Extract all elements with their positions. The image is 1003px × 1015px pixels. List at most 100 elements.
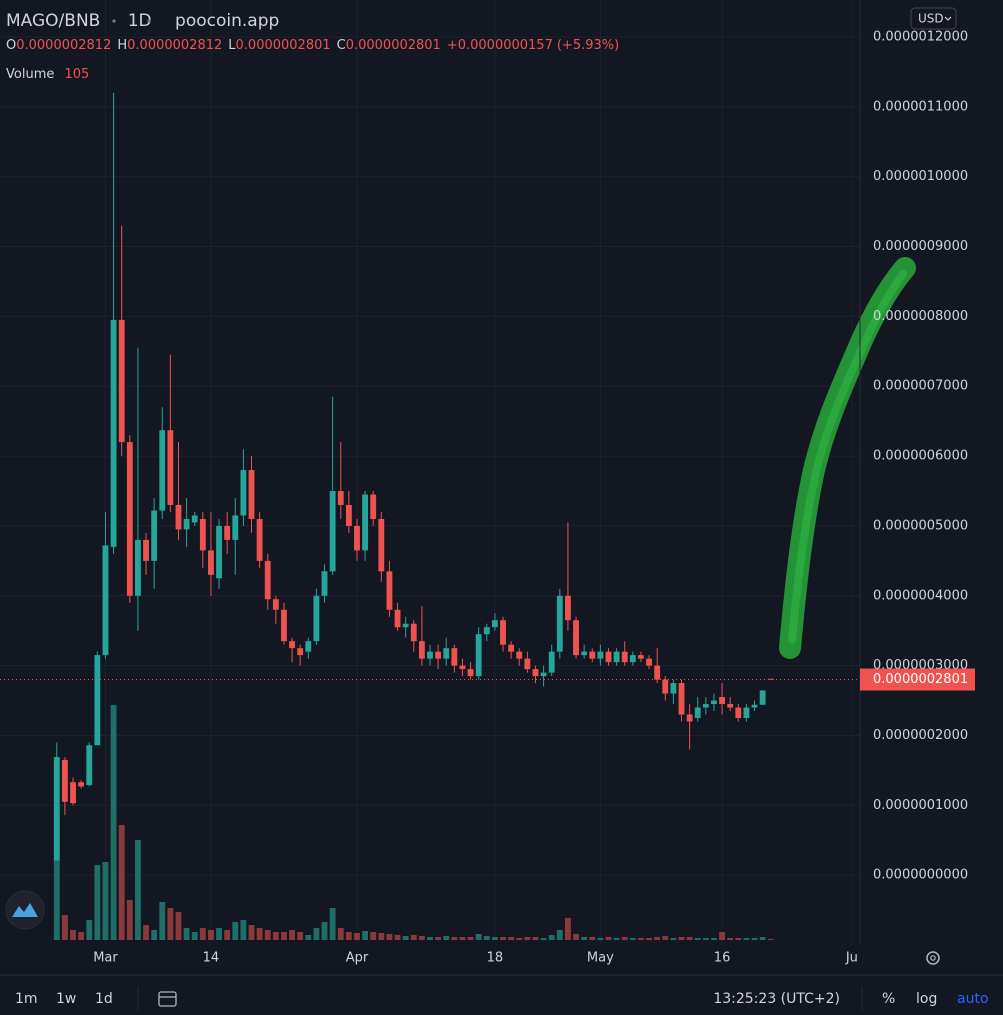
candle-body [605, 651, 612, 663]
candle-body [118, 319, 125, 443]
volume-bar [272, 932, 279, 940]
candle-body [613, 651, 620, 663]
candle-body [281, 609, 287, 642]
candle-body [159, 430, 166, 511]
volume-bar [240, 920, 247, 940]
volume-bar [678, 937, 685, 940]
date-range-button[interactable] [158, 991, 177, 1007]
currency-label[interactable]: USD [918, 12, 944, 26]
percent-toggle[interactable]: % [882, 991, 895, 1007]
candle-body [362, 494, 369, 551]
y-tick-label: 0.0000011000 [873, 99, 968, 114]
volume-bar [386, 934, 393, 940]
candle-body [483, 627, 490, 635]
ohlc-value: 0.0000002812 [16, 38, 111, 53]
volume-bar [86, 920, 93, 940]
volume-bar [524, 937, 531, 940]
candle-body [264, 560, 271, 600]
volume-bar [759, 937, 766, 940]
auto-toggle[interactable]: auto [957, 991, 989, 1007]
volume-bar [394, 935, 401, 940]
x-tick-label: 16 [714, 951, 731, 966]
candle-body [524, 658, 531, 670]
y-tick-label: 0.0000001000 [873, 798, 968, 813]
volume-bar [102, 862, 109, 940]
volume-bar [435, 937, 442, 940]
volume-bar [378, 933, 385, 940]
candle-body [435, 651, 442, 659]
volume-bar [451, 937, 458, 940]
volume-bar [135, 840, 141, 940]
volume-bar [289, 930, 295, 940]
candle-body [638, 655, 644, 659]
volume-bar [321, 922, 328, 940]
candle-body [767, 678, 774, 680]
volume-bar [256, 928, 263, 940]
interval-button[interactable]: 1d [95, 991, 113, 1007]
volume-bar [654, 937, 661, 940]
candle-body [597, 651, 604, 659]
volume-bar [410, 935, 417, 940]
x-tick-label: Mar [93, 951, 118, 966]
candle-body [694, 707, 701, 719]
candle-body [370, 494, 377, 519]
candle-body [94, 655, 101, 746]
log-toggle[interactable]: log [916, 991, 937, 1007]
candle-body [743, 707, 750, 719]
volume-bar [248, 925, 255, 940]
y-tick-label: 0.0000000000 [873, 868, 968, 883]
change-percent: (+5.93%) [557, 38, 619, 53]
candle-body [61, 759, 68, 802]
candle-body [208, 550, 214, 575]
candle-body [321, 571, 328, 596]
legend-volume: Volume 105 [6, 67, 89, 82]
interval-button[interactable]: 1m [15, 991, 38, 1007]
volume-value: 105 [65, 67, 90, 82]
volume-bar [751, 938, 758, 940]
volume-bar [70, 930, 76, 940]
volume-bar [418, 936, 425, 940]
candle-body [646, 658, 652, 666]
separator [147, 19, 151, 23]
volume-bar [694, 938, 701, 940]
candle-body [86, 745, 93, 786]
volume-bar [329, 908, 336, 940]
volume-bar [159, 902, 166, 940]
volume-bar [459, 937, 466, 940]
symbol: MAGO/BNB [6, 11, 100, 31]
candle-body [540, 672, 547, 677]
volume-bar [167, 908, 174, 940]
volume-bar [118, 825, 125, 940]
currency-button[interactable] [910, 7, 957, 30]
candle-body [654, 665, 661, 680]
logo[interactable] [5, 890, 45, 930]
volume-bar [175, 912, 182, 940]
candle-body [183, 518, 190, 530]
volume-bar [629, 938, 636, 940]
volume-bar [126, 900, 133, 940]
candle-body [102, 545, 109, 656]
candle-body [727, 704, 734, 708]
volume-bar [427, 937, 433, 940]
settings-button[interactable] [926, 951, 940, 965]
candle-body [256, 518, 263, 561]
volume-bar [556, 930, 563, 940]
y-tick-label: 0.0000008000 [873, 309, 968, 324]
interval-button[interactable]: 1w [56, 991, 76, 1007]
candle-body [175, 504, 182, 530]
candle-body [110, 319, 117, 547]
volume-bar [581, 937, 588, 940]
candle-body [678, 683, 685, 715]
candle-body [475, 634, 482, 677]
candle-body [589, 651, 596, 659]
candle-body [378, 518, 385, 572]
volume-bar [646, 938, 652, 940]
candles [0, 92, 860, 861]
x-tick-label: 14 [203, 951, 220, 966]
volume-bar [735, 938, 742, 940]
volume-bar [143, 925, 149, 940]
clock[interactable]: 13:25:23 (UTC+2) [713, 991, 840, 1007]
volume-bar [727, 938, 734, 940]
